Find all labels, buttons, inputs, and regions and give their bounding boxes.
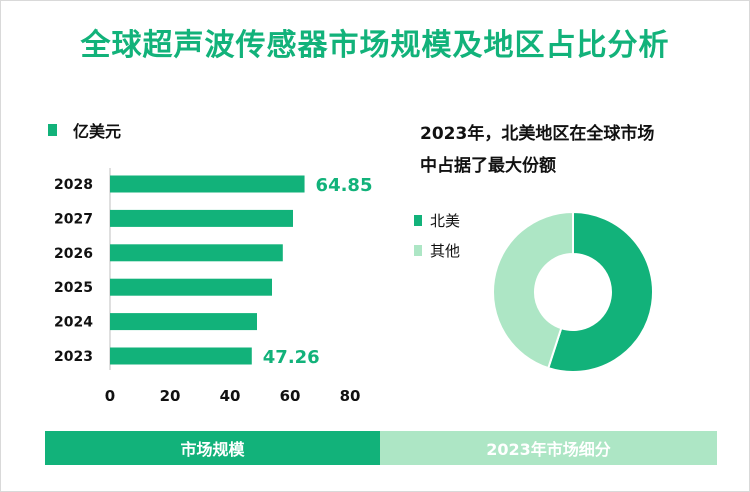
bar: [110, 313, 257, 331]
data-label: 47.26: [263, 347, 320, 368]
y-tick-label: 2024: [54, 315, 93, 331]
pie-legend-swatch: [414, 214, 422, 226]
bar-legend-label: 亿美元: [73, 122, 122, 141]
bar: [110, 278, 272, 296]
x-tick-label: 0: [105, 387, 115, 405]
page-title: 全球超声波传感器市场规模及地区占比分析: [80, 28, 670, 63]
donut-slice: [547, 210, 654, 373]
y-tick-label: 2023: [54, 349, 93, 365]
y-tick-label: 2025: [54, 280, 93, 296]
pie-legend-item-north-america: 北美: [414, 205, 460, 235]
y-tick-label: 2028: [54, 177, 93, 193]
bar: [110, 209, 293, 227]
data-label: 64.85: [316, 175, 373, 196]
pie-legend-item-other: 其他: [414, 235, 460, 265]
pie-legend-label: 北美: [430, 211, 461, 230]
x-tick-label: 40: [220, 387, 241, 405]
bar: [110, 175, 305, 193]
x-tick-label: 60: [280, 387, 301, 405]
pie-legend-label: 其他: [430, 241, 461, 260]
y-tick-label: 2026: [54, 246, 93, 262]
tab-market-segment[interactable]: 2023年市场细分: [380, 431, 717, 465]
bar-legend-swatch: [48, 124, 57, 136]
donut-slice: [492, 210, 574, 370]
bar-legend: 亿美元: [48, 118, 121, 142]
bar: [110, 347, 252, 365]
pie-legend: 北美 其他: [414, 205, 460, 265]
y-tick-label: 2027: [54, 211, 93, 227]
tab-market-size[interactable]: 市场规模: [45, 431, 380, 465]
x-tick-label: 80: [340, 387, 361, 405]
pie-title-line-1: 2023年，北美地区在全球市场: [420, 124, 655, 144]
x-tick-label: 20: [160, 387, 181, 405]
bar: [110, 244, 283, 262]
pie-title-line-2: 中占据了最大份额: [420, 156, 556, 176]
pie-legend-swatch: [414, 244, 422, 256]
pie-title: 2023年，北美地区在全球市场 中占据了最大份额: [420, 118, 720, 182]
